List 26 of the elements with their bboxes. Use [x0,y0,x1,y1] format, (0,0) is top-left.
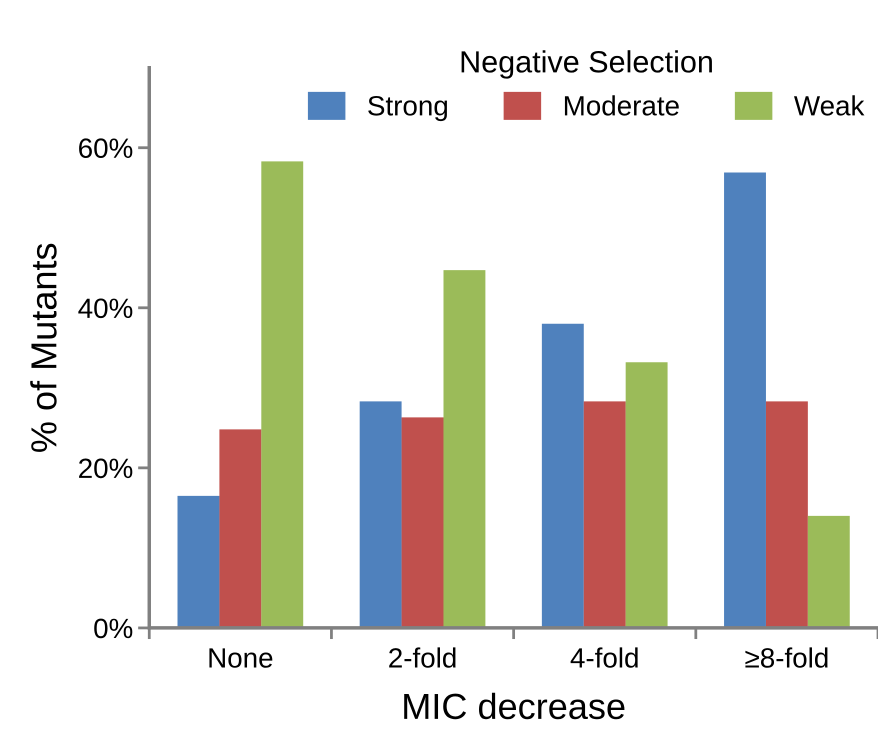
x-tick-label: 4-fold [570,647,638,668]
bar [402,417,444,628]
legend-title: Negative Selection [462,50,712,79]
bar [219,429,262,628]
bar [360,401,402,628]
bar [542,324,584,628]
bar [584,401,626,628]
x-axis-title: MIC decrease [404,692,624,720]
y-tick-label: 40% [78,298,132,318]
y-tick-label: 20% [79,458,132,478]
x-tick-label: None [209,648,272,668]
legend-label: Strong [368,96,447,122]
bar [261,161,304,628]
bar [443,270,486,628]
y-tick-label: 60% [79,138,132,158]
bar [178,496,220,628]
y-tick-label: 0% [94,618,132,638]
legend-label: Weak [794,95,864,116]
x-tick-label: ≥8-fold [745,647,828,668]
legend-label: Moderate [564,95,679,116]
bar [626,362,668,628]
bar [766,401,808,628]
x-tick-label: 2-fold [389,647,456,668]
y-axis-title: % of Mutants [30,244,57,452]
bar [808,516,850,628]
bar [724,172,766,628]
